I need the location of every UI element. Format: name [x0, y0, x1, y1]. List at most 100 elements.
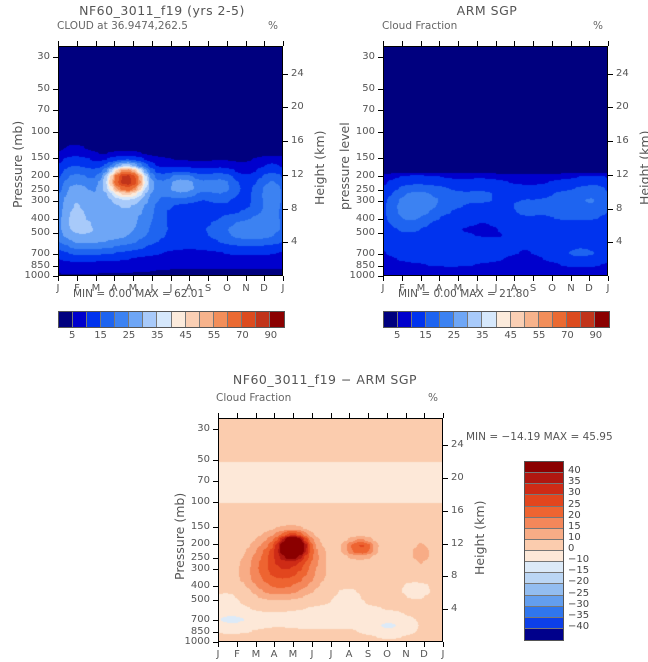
x-axis-tick-top: [439, 41, 440, 46]
colorbar-difference[interactable]: [524, 461, 564, 641]
colorbar-tick-label: 45: [504, 330, 518, 341]
y-axis-right-tick: [608, 141, 613, 142]
y-axis-right-tick: [283, 175, 288, 176]
x-axis-tick: [218, 642, 219, 647]
x-axis-tick-top: [227, 41, 228, 46]
contour-plot-obs[interactable]: [383, 46, 608, 276]
x-axis-label: S: [529, 283, 537, 294]
colorbar-swatch: [525, 628, 563, 640]
y-axis-right-tick: [443, 576, 448, 577]
colorbar-swatch: [552, 312, 567, 327]
x-axis-tick-top: [58, 41, 59, 46]
y-axis-label: 100: [355, 126, 375, 137]
y-axis-tick: [53, 57, 58, 58]
x-axis-tick-top: [424, 413, 425, 418]
y-axis-tick: [53, 254, 58, 255]
x-axis-label: J: [281, 283, 285, 294]
y-axis-right-label: 20: [451, 472, 464, 483]
colorbar-swatch: [269, 312, 284, 327]
colorbar-swatch: [580, 312, 595, 327]
colorbar-cloud-model-labels: 5 15 25 35 45 55 70 90: [58, 330, 283, 344]
y-axis-label: 30: [362, 51, 375, 62]
x-axis-tick-top: [152, 41, 153, 46]
colorbar-cloud-obs[interactable]: [383, 311, 610, 328]
x-axis-label: O: [383, 649, 391, 660]
x-axis-tick: [189, 276, 190, 281]
colorbar-cloud-model[interactable]: [58, 311, 285, 328]
x-axis-tick-top: [533, 41, 534, 46]
y-axis-label: 700: [30, 248, 50, 259]
colorbar-tick-label: 35: [568, 476, 581, 488]
colorbar-tick-label: 35: [475, 330, 489, 341]
colorbar-tick-label: 5: [69, 330, 76, 341]
x-axis-tick: [208, 276, 209, 281]
y-axis-label: 100: [30, 126, 50, 137]
colorbar-swatch: [525, 595, 563, 607]
colorbar-swatch: [171, 312, 186, 327]
colorbar-swatch: [115, 312, 130, 327]
colorbar-tick-label: −35: [568, 609, 590, 621]
y-axis-right-label: 12: [616, 169, 629, 180]
x-axis-tick-top: [96, 41, 97, 46]
y-axis-label: 400: [355, 213, 375, 224]
y-axis-tick: [213, 558, 218, 559]
colorbar-swatch: [412, 312, 427, 327]
y-axis-right-label: 20: [616, 101, 629, 112]
colorbar-swatch: [241, 312, 256, 327]
y-axis-label: 70: [362, 104, 375, 115]
x-axis-tick: [312, 642, 313, 647]
y-axis-right-tick: [443, 511, 448, 512]
x-axis-tick: [246, 276, 247, 281]
y-axis-label: 300: [355, 195, 375, 206]
colorbar-tick-label: −15: [568, 565, 590, 577]
y-axis-label: 500: [30, 227, 50, 238]
x-axis-tick: [293, 642, 294, 647]
x-axis-tick-top: [421, 41, 422, 46]
colorbar-swatch: [384, 312, 399, 327]
x-axis-label: N: [402, 649, 410, 660]
x-axis-tick-top: [274, 413, 275, 418]
x-axis-tick: [571, 276, 572, 281]
y-axis-label: 250: [30, 184, 50, 195]
x-axis-label: D: [585, 283, 593, 294]
x-axis-tick: [552, 276, 553, 281]
y-axis-tick: [213, 642, 218, 643]
colorbar-swatch: [213, 312, 228, 327]
contour-plot-model[interactable]: [58, 46, 283, 276]
x-axis-tick: [349, 642, 350, 647]
x-axis-tick: [256, 642, 257, 647]
x-axis-tick: [227, 276, 228, 281]
y-axis-right-tick: [283, 74, 288, 75]
x-axis-label: A: [435, 283, 443, 294]
y-axis-tick: [213, 481, 218, 482]
y-axis-right-tick: [608, 242, 613, 243]
y-axis-tick: [213, 586, 218, 587]
y-axis-tick: [53, 132, 58, 133]
y-axis-right-tick: [443, 478, 448, 479]
x-axis-label: F: [234, 649, 240, 660]
y-axis-right-label: 24: [616, 68, 629, 79]
colorbar-swatch: [525, 528, 563, 540]
x-axis-label: A: [345, 649, 353, 660]
x-axis-tick: [387, 642, 388, 647]
y-axis-right-label: 24: [291, 68, 304, 79]
x-axis-label: N: [242, 283, 250, 294]
x-axis-label: F: [399, 283, 405, 294]
y-axis-right-label: 16: [451, 505, 464, 516]
y-axis-tick: [53, 276, 58, 277]
y-axis-tick: [378, 132, 383, 133]
colorbar-tick-label: 15: [419, 330, 432, 341]
x-axis-tick: [421, 276, 422, 281]
y-axis-right-label: 8: [291, 203, 298, 214]
x-axis-tick: [77, 276, 78, 281]
x-axis-tick-top: [608, 41, 609, 46]
colorbar-swatch: [255, 312, 270, 327]
contour-plot-difference[interactable]: [218, 418, 443, 642]
colorbar-swatch: [143, 312, 158, 327]
panel-difference-units: %: [428, 392, 438, 404]
colorbar-tick-label: 45: [179, 330, 193, 341]
x-axis-tick-top: [402, 41, 403, 46]
colorbar-swatch: [525, 551, 563, 563]
x-axis-tick-top: [256, 413, 257, 418]
colorbar-swatch: [157, 312, 172, 327]
